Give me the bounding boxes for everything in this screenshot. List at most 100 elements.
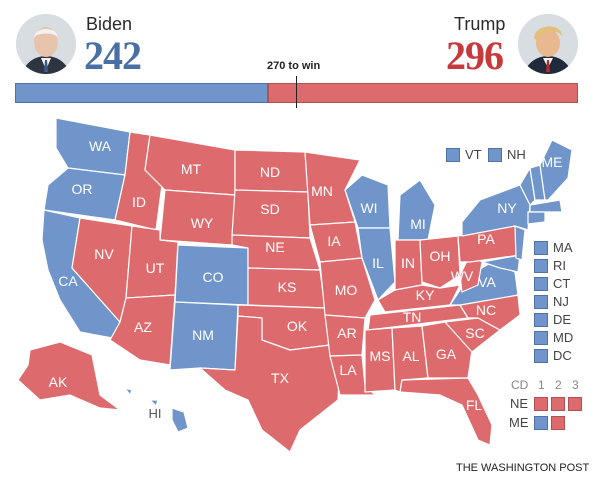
ne-cd3-swatch [568, 397, 582, 411]
de-label: DE [553, 312, 572, 327]
label-TX: TX [271, 370, 290, 386]
state-MA[interactable] [529, 199, 563, 213]
label-WY: WY [191, 215, 214, 231]
electoral-map: WA OR CA ID NV MT WY UT AZ CO NM ND SD N… [17, 117, 573, 453]
source-credit: THE WASHINGTON POST [456, 462, 590, 474]
label-WV: WV [451, 268, 474, 284]
md-label: MD [553, 330, 574, 345]
ne-cd1-swatch [534, 397, 548, 411]
label-UT: UT [146, 260, 165, 276]
trump-avatar [518, 14, 578, 74]
label-PA: PA [477, 231, 495, 247]
state-MI[interactable] [397, 179, 436, 241]
state-MO[interactable] [319, 257, 376, 319]
state-FL[interactable] [399, 377, 493, 446]
biden-electoral-votes: 242 [84, 33, 142, 78]
state-TX[interactable] [199, 315, 341, 453]
cd-ne-label: NE [510, 396, 529, 411]
label-CO: CO [203, 269, 224, 285]
dc-label: DC [553, 348, 572, 363]
label-KY: KY [416, 287, 435, 303]
state-IL[interactable] [357, 227, 396, 301]
label-NE: NE [265, 239, 284, 255]
label-TN: TN [403, 309, 422, 325]
label-AZ: AZ [134, 319, 152, 335]
label-ID: ID [132, 194, 146, 210]
label-IN: IN [401, 255, 415, 271]
label-VA: VA [478, 274, 496, 290]
ma-label: MA [553, 240, 573, 255]
vt-label: VT [465, 147, 482, 162]
label-NC: NC [476, 302, 496, 318]
state-MD[interactable] [481, 254, 521, 273]
ct-label: CT [553, 276, 571, 291]
ct-swatch [534, 277, 548, 291]
label-MT: MT [181, 161, 202, 177]
state-OR[interactable] [43, 167, 126, 221]
label-MN: MN [311, 183, 333, 199]
cd-col-2: 2 [555, 378, 562, 392]
label-IA: IA [327, 233, 341, 249]
label-MS: MS [370, 348, 391, 364]
de-swatch [534, 313, 548, 327]
cd-header: CD [511, 378, 529, 392]
nh-label: NH [507, 147, 526, 162]
label-WI: WI [360, 200, 377, 216]
ri-swatch [534, 259, 548, 273]
label-OR: OR [72, 181, 93, 197]
label-AK: AK [49, 374, 68, 390]
nj-label: NJ [553, 294, 569, 309]
biden-avatar [16, 14, 76, 74]
label-SC: SC [465, 325, 484, 341]
cd-col-3: 3 [572, 378, 579, 392]
label-LA: LA [339, 362, 357, 378]
rep-electoral-bar [268, 83, 578, 103]
state-OH[interactable] [419, 235, 461, 289]
state-AK[interactable] [17, 341, 121, 411]
state-NJ[interactable] [514, 225, 526, 261]
state-CT[interactable] [527, 211, 546, 225]
threshold-label: 270 to win [267, 60, 321, 72]
label-OH: OH [430, 248, 451, 264]
label-ND: ND [260, 164, 280, 180]
label-NV: NV [94, 246, 114, 262]
nj-swatch [534, 295, 548, 309]
trump-electoral-votes: 296 [446, 33, 504, 78]
vt-swatch [446, 148, 460, 162]
dem-electoral-bar [15, 83, 268, 103]
state-GA[interactable] [421, 321, 473, 379]
label-OK: OK [287, 318, 308, 334]
label-AL: AL [402, 348, 419, 364]
biden-name: Biden [86, 14, 133, 34]
dc-swatch [534, 349, 548, 363]
state-ME[interactable] [539, 139, 573, 201]
me-cd1-swatch [534, 416, 548, 430]
label-IL: IL [372, 255, 384, 271]
ri-label: RI [553, 258, 566, 273]
ma-swatch [534, 241, 548, 255]
state-MS[interactable] [364, 327, 396, 393]
label-GA: GA [436, 346, 457, 362]
label-HI: HI [149, 406, 162, 421]
me-cd2-swatch [551, 416, 565, 430]
label-NY: NY [497, 200, 517, 216]
label-AR: AR [337, 325, 356, 341]
label-FL: FL [466, 397, 483, 413]
label-NM: NM [192, 327, 214, 343]
state-HI[interactable] [124, 387, 189, 433]
nh-swatch [488, 148, 502, 162]
ne-cd2-swatch [551, 397, 565, 411]
cd-me-label: ME [509, 415, 529, 430]
md-swatch [534, 331, 548, 345]
threshold-marker [296, 76, 297, 108]
label-ME: ME [542, 154, 563, 170]
label-WA: WA [89, 138, 112, 154]
label-SD: SD [260, 201, 279, 217]
label-CA: CA [58, 273, 78, 289]
state-WI[interactable] [344, 174, 391, 229]
state-KY[interactable] [377, 284, 461, 313]
label-MI: MI [410, 216, 426, 232]
label-KS: KS [278, 279, 297, 295]
label-MO: MO [335, 282, 358, 298]
cd-col-1: 1 [538, 378, 545, 392]
